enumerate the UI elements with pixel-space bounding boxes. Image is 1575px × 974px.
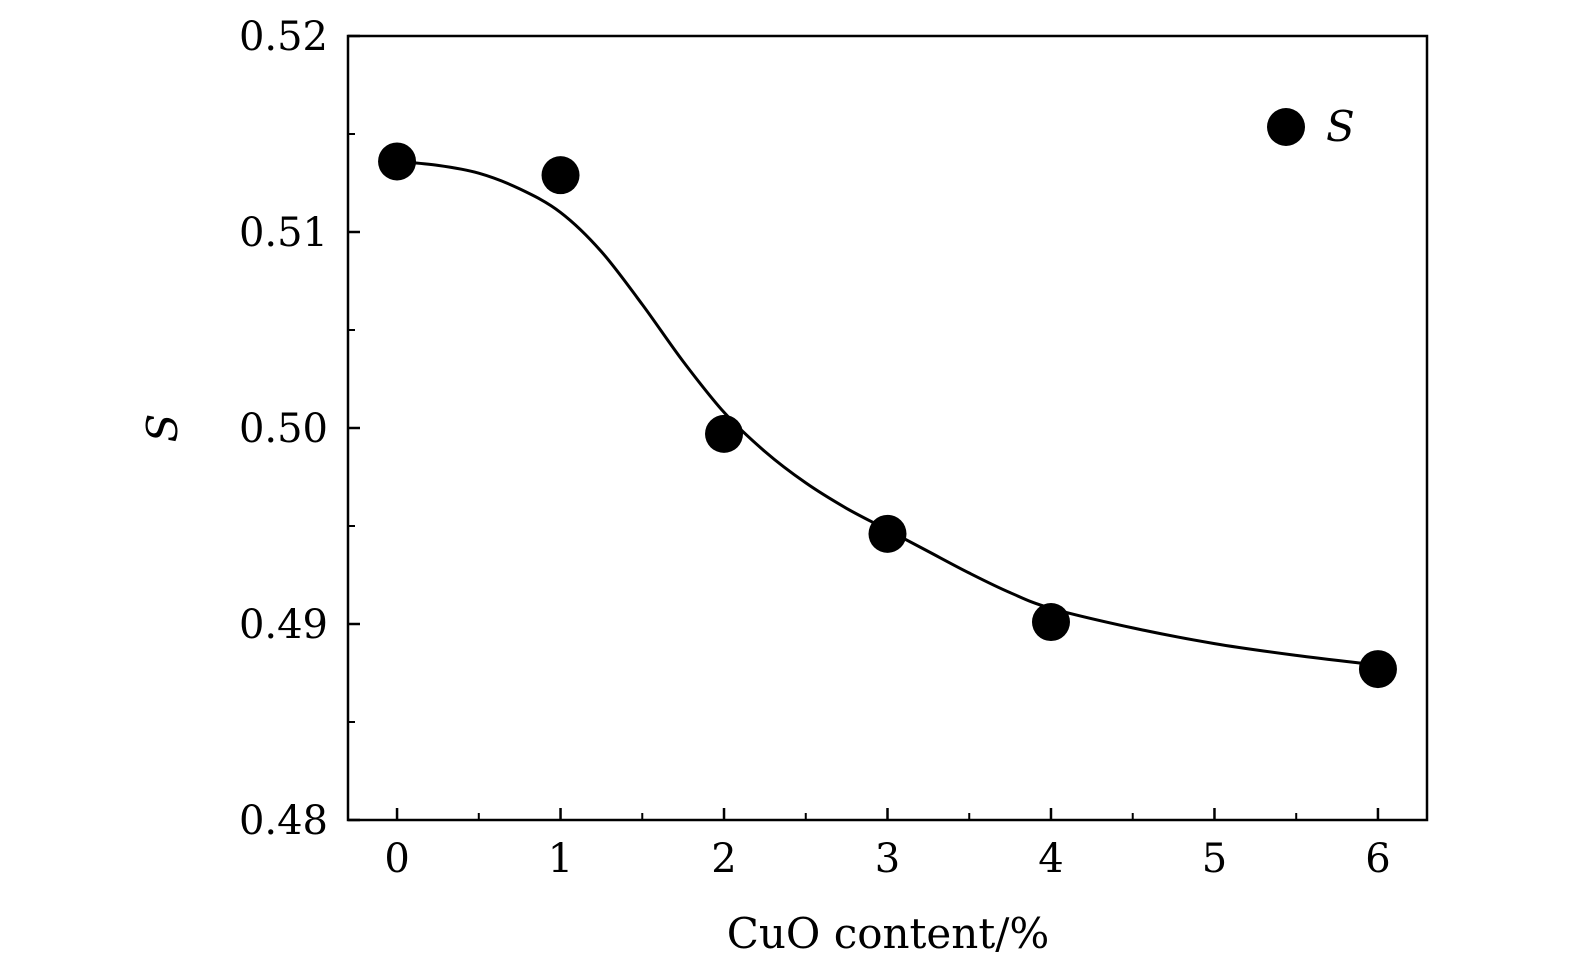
data-point (1031, 603, 1070, 642)
x-tick-label: 1 (548, 836, 573, 882)
x-tick-label: 2 (711, 836, 736, 882)
y-axis-title: S (138, 414, 187, 443)
y-tick-label: 0.48 (239, 798, 328, 844)
y-tick-labels: 0.48 0.49 0.50 0.51 0.52 (239, 14, 328, 844)
data-points (378, 142, 1397, 689)
y-tick-label: 0.51 (239, 210, 328, 256)
y-tick-label: 0.52 (239, 14, 328, 60)
x-tick-label: 3 (875, 836, 900, 882)
x-axis-title: CuO content/% (727, 909, 1050, 958)
legend-label: S (1326, 102, 1355, 151)
x-tick-label: 0 (384, 836, 409, 882)
x-tick-label: 5 (1202, 836, 1227, 882)
data-point (541, 156, 580, 195)
x-tick-labels: 0 1 2 3 4 5 6 (384, 836, 1390, 882)
data-point (378, 142, 417, 181)
data-point (868, 514, 907, 553)
y-tick-label: 0.50 (239, 406, 328, 452)
fit-curve-line (396, 159, 1379, 667)
y-tick-label: 0.49 (239, 602, 328, 648)
legend: S (1267, 102, 1355, 151)
x-tick-label: 6 (1365, 836, 1390, 882)
plot-area-frame (346, 34, 1429, 822)
data-point (1358, 650, 1397, 689)
legend-marker (1267, 108, 1305, 146)
data-point (705, 414, 744, 453)
x-tick-label: 4 (1038, 836, 1063, 882)
